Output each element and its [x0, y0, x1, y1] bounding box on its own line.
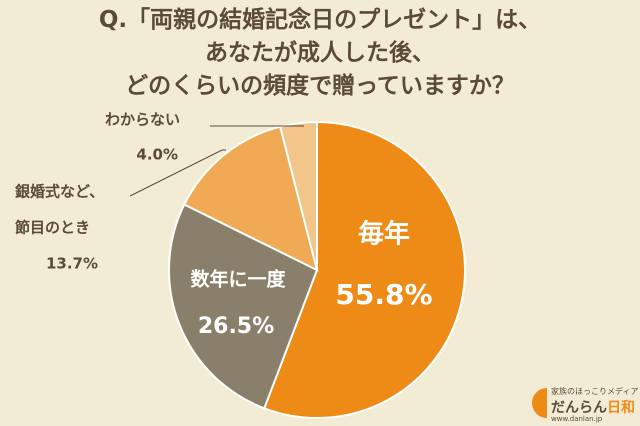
brand-logo: 家族のほっこりメディア だんらん日和 www.danlan.jp	[532, 382, 638, 424]
logo-brand-suffix: 日和	[607, 400, 635, 416]
pie-slice	[262, 120, 466, 419]
logo-url: www.danlan.jp	[551, 415, 603, 423]
pie-slice	[182, 125, 319, 272]
pie-slice	[278, 120, 318, 271]
logo-mark-icon	[532, 388, 547, 418]
slice-label: 毎年	[358, 219, 410, 250]
logo-brand: だんらん日和	[551, 397, 635, 417]
slice-label: 数年に一度	[190, 268, 286, 291]
slice-label: わからない	[105, 111, 180, 129]
pie-slice	[168, 203, 319, 410]
logo-tagline: 家族のほっこりメディア	[551, 387, 639, 396]
slice-value-label: 4.0%	[136, 146, 178, 164]
slice-value-label: 26.5%	[198, 314, 274, 339]
logo-brand-prefix: だんらん	[551, 400, 607, 416]
title-line: どのくらいの頻度で贈っていますか？	[125, 73, 515, 99]
slice-label: 節目のとき	[15, 219, 90, 237]
chart-title: Q.「両親の結婚記念日のプレゼント」は、 あなたが成人した後、 どのくらいの頻度…	[0, 4, 640, 103]
title-line: あなたが成人した後、	[205, 40, 435, 66]
slice-value-label: 13.7%	[46, 255, 98, 273]
leader-line	[129, 149, 226, 197]
title-line: Q.「両親の結婚記念日のプレゼント」は、	[98, 7, 542, 33]
slice-value-label: 55.8%	[335, 278, 432, 311]
slice-label: 銀婚式など、	[15, 183, 104, 201]
